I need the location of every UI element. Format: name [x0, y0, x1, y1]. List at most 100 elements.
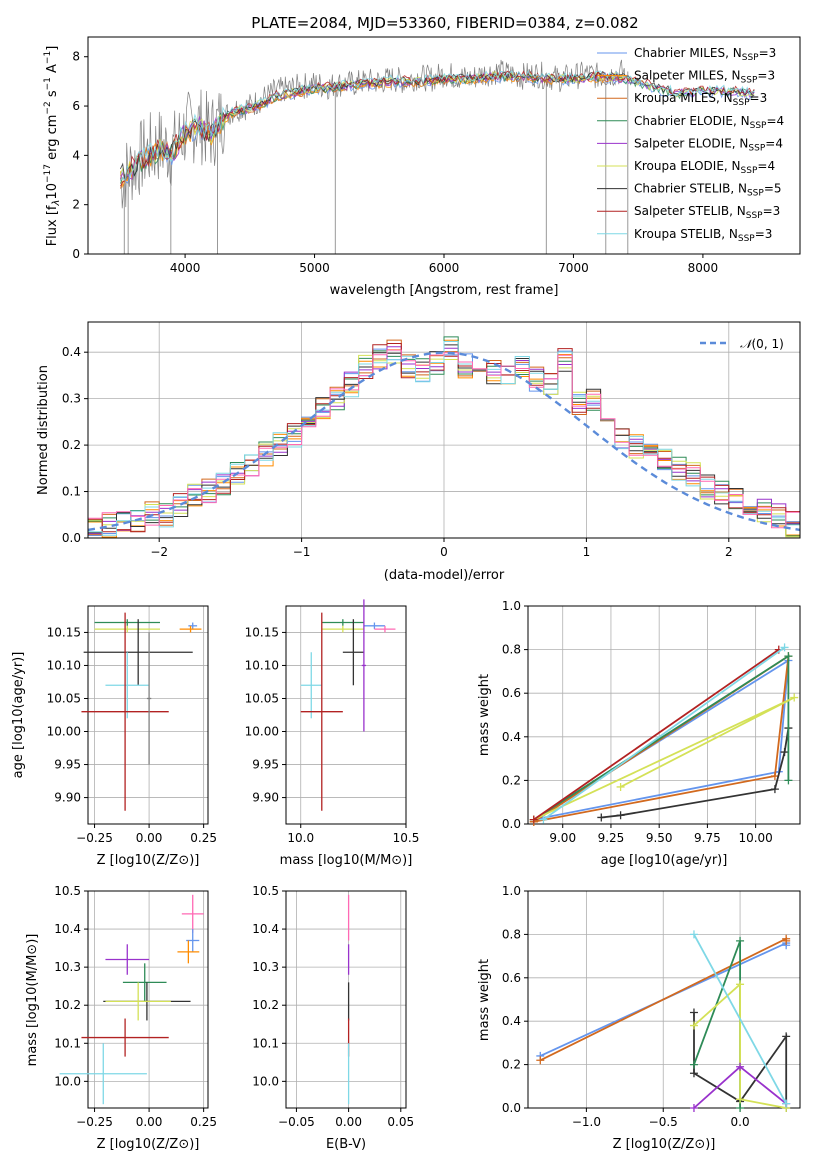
- plus-marker: [784, 652, 793, 661]
- legend-text: =4: [766, 114, 784, 128]
- spectrum-panel: PLATE=2084, MJD=53360, FIBERID=0384, z=0…: [43, 14, 801, 298]
- plus-marker: [616, 782, 625, 791]
- spectrum-ylabel: Flux [fλ10−17 erg cm−2 s−1 A−1]: [43, 46, 62, 247]
- y-tick-label: 0.2: [62, 438, 81, 452]
- y-axis-label: mass [log10(M/M⊙)]: [25, 934, 40, 1067]
- y-tick-label: 0.4: [62, 345, 81, 359]
- plus-marker: [782, 1032, 791, 1041]
- y-tick-label: 10.4: [252, 922, 279, 936]
- plus-marker: [790, 693, 799, 702]
- plus-marker: [597, 813, 606, 822]
- legend-text: Kroupa ELODIE, N: [634, 159, 741, 173]
- x-tick-label: −1: [293, 545, 311, 559]
- y-tick-label: 10.2: [54, 998, 81, 1012]
- y-tick-label: 10.0: [54, 1074, 81, 1088]
- legend-subscript: SSP: [733, 98, 750, 108]
- legend-subscript: SSP: [747, 189, 764, 199]
- y-tick-label: 9.95: [54, 758, 81, 772]
- y-tick-label: 10.0: [252, 1074, 279, 1088]
- spectrum-xlabel: wavelength [Angstrom, rest frame]: [330, 283, 559, 298]
- y-tick-label: 6: [72, 99, 80, 113]
- mass_vs_ebv-panel: −0.05 0.00 0.05 10.0 10.1 10.2 10.3 10.4 10.5 E(B…: [252, 884, 414, 1152]
- x-tick-label: −1.0: [572, 1115, 601, 1129]
- x-tick-label: −0.25: [76, 1115, 113, 1129]
- y-tick-label: 9.90: [252, 791, 279, 805]
- y-tick-label: 10.15: [245, 625, 279, 639]
- plus-marker: [689, 1069, 698, 1078]
- legend-entry: Kroupa STELIB, NSSP=3: [634, 227, 772, 244]
- mass-weight-line: [542, 646, 786, 821]
- residual-xlabel: (data-model)/error: [384, 568, 505, 583]
- axes-frame: [527, 605, 801, 825]
- x-tick-label: −0.05: [278, 1115, 315, 1129]
- legend-text: =3: [757, 69, 775, 83]
- legend-entry: Chabrier MILES, NSSP=3: [634, 46, 776, 63]
- x-tick-label: 8000: [688, 261, 719, 275]
- legend-text: Salpeter MILES, N: [634, 69, 741, 83]
- mass_vs_Z-panel: −0.25 0.00 0.25 10.0 10.1 10.2 10.3 10.4 10.5 Z […: [25, 884, 217, 1152]
- spectrum-frame: [87, 36, 801, 255]
- x-tick-label: 7000: [558, 261, 589, 275]
- x-axis-label: E(B-V): [326, 1137, 366, 1152]
- plus-marker: [536, 1056, 545, 1065]
- mass-weight-line: [533, 658, 790, 821]
- model-spectrum-line: [120, 70, 755, 187]
- mass-weight-line: [693, 933, 787, 1105]
- x-tick-label: 9.50: [646, 831, 673, 845]
- plus-marker: [782, 1099, 791, 1108]
- legend-text: =4: [757, 159, 775, 173]
- legend-text: =3: [750, 91, 768, 105]
- legend-text: =5: [764, 182, 782, 196]
- plus-marker: [736, 1104, 745, 1112]
- legend-text: Chabrier ELODIE, N: [634, 114, 750, 128]
- massweight_vs_Z-panel: −1.0 −0.5 0.0 0.0 0.2 0.4 0.6 0.8 1.0 Z [log10(Z/…: [477, 884, 801, 1152]
- plus-marker: [689, 1008, 698, 1017]
- legend-subscript: SSP: [748, 143, 765, 153]
- legend-entry: Chabrier ELODIE, NSSP=4: [634, 114, 784, 131]
- legend-subscript: SSP: [742, 53, 759, 63]
- x-axis-label: Z [log10(Z/Z⊙)]: [97, 853, 200, 868]
- x-tick-label: 0.00: [335, 1115, 362, 1129]
- y-tick-label: 0.8: [502, 927, 521, 941]
- y-axis-label: mass weight: [477, 959, 492, 1041]
- y-tick-label: 0.2: [502, 1058, 521, 1072]
- y-tick-label: 0.6: [502, 971, 521, 985]
- residual-plot-area: −2 −1 0 1 2 0.0 0.1 0.2 0.3 0.4: [62, 321, 801, 559]
- legend-entry: Salpeter ELODIE, NSSP=4: [634, 136, 783, 153]
- y-tick-label: 9.90: [54, 791, 81, 805]
- x-tick-label: 9.00: [549, 831, 576, 845]
- plus-marker: [736, 980, 745, 989]
- y-tick-label: 0.4: [502, 1014, 521, 1028]
- legend-entry: Kroupa MILES, NSSP=3: [634, 91, 767, 108]
- plus-marker: [529, 815, 538, 824]
- x-axis-label: age [log10(age/yr)]: [601, 853, 728, 868]
- y-tick-label: 10.1: [54, 1036, 81, 1050]
- y-tick-label: 10.3: [54, 960, 81, 974]
- x-axis-label: mass [log10(M/M⊙)]: [280, 853, 413, 868]
- x-tick-label: 0.00: [136, 1115, 163, 1129]
- y-tick-label: 0.6: [502, 686, 521, 700]
- y-tick-label: 0.0: [62, 531, 81, 545]
- legend-text: Kroupa STELIB, N: [634, 227, 738, 241]
- legend-text: Chabrier MILES, N: [634, 46, 742, 60]
- legend-subscript: SSP: [741, 166, 758, 176]
- y-tick-label: 0.1: [62, 485, 81, 499]
- legend-subscript: SSP: [750, 121, 767, 131]
- legend-entry: Salpeter STELIB, NSSP=3: [634, 204, 780, 221]
- legend-text: Salpeter STELIB, N: [634, 204, 746, 218]
- legend-entry: Salpeter MILES, NSSP=3: [634, 69, 775, 86]
- y-tick-label: 10.10: [245, 658, 279, 672]
- axes-frame: [87, 605, 209, 825]
- axes-frame: [87, 890, 209, 1109]
- y-axis-label: age [log10(age/yr)]: [11, 652, 26, 779]
- spectrum-title: PLATE=2084, MJD=53360, FIBERID=0384, z=0…: [251, 14, 638, 32]
- plus-marker: [784, 776, 793, 785]
- y-tick-label: 0.0: [502, 817, 521, 831]
- histogram-series-9: [87, 349, 800, 538]
- x-tick-label: 10.5: [393, 831, 420, 845]
- x-axis-label: Z [log10(Z/Z⊙)]: [613, 1137, 716, 1152]
- x-tick-label: 0.25: [190, 831, 217, 845]
- plus-marker: [736, 1095, 745, 1104]
- plus-marker: [736, 1062, 745, 1071]
- y-tick-label: 2: [72, 198, 80, 212]
